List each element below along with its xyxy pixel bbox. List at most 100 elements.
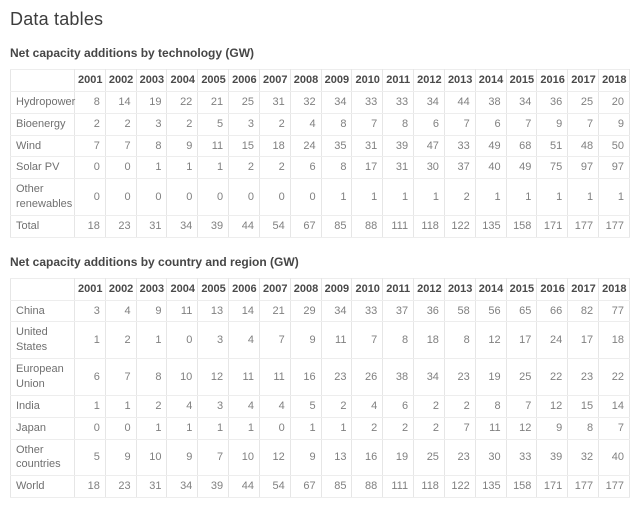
value-cell: 2 [74,112,106,136]
value-cell: 1 [74,394,106,418]
value-cell: 8 [443,321,476,360]
value-cell: 16 [289,358,322,396]
value-cell: 0 [166,178,199,216]
value-cell: 44 [443,90,476,114]
value-cell: 19 [135,90,168,114]
value-cell: 48 [567,134,600,158]
value-cell: 122 [443,214,476,238]
value-cell: 5 [197,112,230,136]
value-cell: 4 [228,321,260,360]
value-cell: 7 [567,112,600,136]
value-cell: 3 [197,321,230,360]
value-cell: 3 [135,112,168,136]
value-cell: 4 [104,299,137,323]
year-column-header: 2013 [443,277,476,301]
value-cell: 32 [567,438,600,477]
value-cell: 6 [382,394,415,418]
value-cell: 77 [598,299,630,323]
value-cell: 67 [289,214,322,238]
value-cell: 30 [413,156,445,180]
value-cell: 171 [536,214,569,238]
value-cell: 2 [443,394,476,418]
value-cell: 6 [289,156,322,180]
value-cell: 50 [598,134,630,158]
value-cell: 7 [104,134,137,158]
value-cell: 11 [166,299,199,323]
value-cell: 32 [289,90,322,114]
value-cell: 24 [289,134,322,158]
value-cell: 2 [413,416,445,440]
value-cell: 12 [474,321,507,360]
value-cell: 8 [382,321,415,360]
value-cell: 13 [197,299,230,323]
row-label: China [10,299,75,323]
value-cell: 8 [382,112,415,136]
value-cell: 7 [351,112,384,136]
value-cell: 25 [413,438,445,477]
value-cell: 1 [351,178,384,216]
year-column-header: 2003 [135,277,168,301]
table-row: European Union 6 7 8 10 12 11 11 16 23 26 38 34 23 19 2… [10,358,630,396]
value-cell: 1 [166,156,199,180]
value-cell: 9 [135,299,168,323]
value-cell: 22 [536,358,569,396]
value-cell: 5 [74,438,106,477]
value-cell: 17 [351,156,384,180]
row-label: Bioenergy [10,112,75,136]
value-cell: 54 [258,214,291,238]
value-cell: 7 [505,394,538,418]
value-cell: 82 [567,299,600,323]
value-cell: 1 [413,178,445,216]
value-cell: 31 [382,156,415,180]
value-cell: 1 [197,416,230,440]
value-cell: 4 [351,394,384,418]
value-cell: 10 [166,358,199,396]
year-column-header: 2014 [474,69,507,92]
value-cell: 4 [228,394,260,418]
table-row: Solar PV 0 0 1 1 1 2 2 6 8 17 31 30 37 40 49 75 97 97 [10,156,630,180]
value-cell: 58 [443,299,476,323]
table-header-row: 2001 2002 2003 2004 2005 2006 2007 2008 2009 2010… [10,277,630,301]
value-cell: 0 [74,416,106,440]
value-cell: 177 [567,214,600,238]
value-cell: 34 [413,90,445,114]
value-cell: 2 [258,156,291,180]
value-cell: 24 [536,321,569,360]
year-column-header: 2011 [382,277,415,301]
value-cell: 34 [505,90,538,114]
value-cell: 2 [258,112,291,136]
value-cell: 1 [74,321,106,360]
table-row: Bioenergy 2 2 3 2 5 3 2 4 8 7 8 6 7 6 7 9 7 9 [10,112,630,136]
value-cell: 39 [382,134,415,158]
value-cell: 34 [320,299,353,323]
value-cell: 15 [228,134,260,158]
value-cell: 0 [166,321,199,360]
value-cell: 25 [228,90,260,114]
value-cell: 6 [74,358,106,396]
table-row: India 1 1 2 4 3 4 4 5 2 4 6 2 2 8 7 12 15 14 [10,394,630,418]
year-column-header: 2004 [166,277,199,301]
country-region-table-title: Net capacity additions by country and re… [10,254,299,269]
year-column-header: 2017 [567,69,600,92]
year-column-header: 2005 [197,277,230,301]
year-column-header: 2006 [228,69,260,92]
row-label: India [10,394,75,418]
value-cell: 23 [443,438,476,477]
value-cell: 0 [104,178,137,216]
row-label: Solar PV [10,156,75,180]
value-cell: 17 [505,321,538,360]
year-column-header: 2005 [197,69,230,92]
value-cell: 14 [104,90,137,114]
value-cell: 2 [135,394,168,418]
value-cell: 0 [74,178,106,216]
value-cell: 23 [104,214,137,238]
value-cell: 68 [505,134,538,158]
value-cell: 38 [474,90,507,114]
year-column-header: 2015 [505,69,538,92]
year-column-header: 2017 [567,277,600,301]
value-cell: 25 [505,358,538,396]
row-label: Total [10,214,75,238]
page-title: Data tables [10,9,104,29]
value-cell: 21 [197,90,230,114]
